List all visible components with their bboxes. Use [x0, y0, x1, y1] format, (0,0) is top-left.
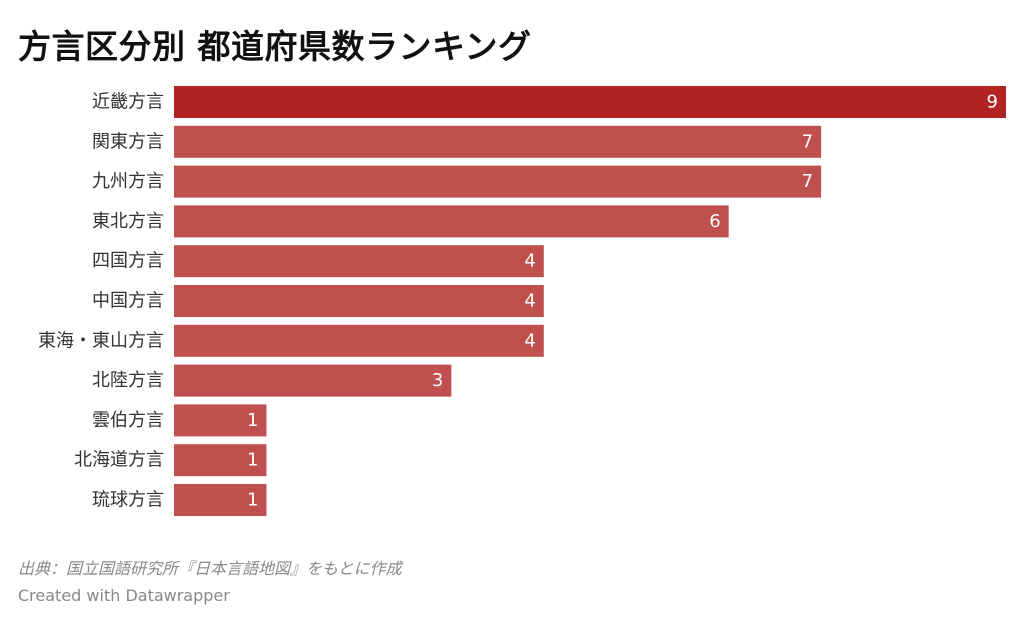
value-label-8: 3: [432, 370, 443, 391]
category-label-3: 九州方言: [92, 171, 164, 192]
value-label-2: 7: [802, 131, 813, 152]
bar-3: [174, 165, 822, 198]
source-note: 出典：国立国語研究所『日本言語地図』をもとに作成: [18, 559, 402, 578]
bar-1: [174, 86, 1006, 118]
value-label-1: 9: [987, 92, 998, 113]
datawrapper-credit[interactable]: Created with Datawrapper: [18, 586, 230, 605]
category-label-1: 近畿方言: [92, 92, 164, 113]
chart-title: 方言区分別 都道府県数ランキング: [18, 27, 532, 66]
bar-8: [174, 364, 452, 397]
value-label-7: 4: [524, 330, 535, 351]
category-label-8: 北陸方言: [92, 370, 164, 391]
bar-11: [174, 484, 267, 516]
bar-2: [174, 125, 822, 158]
bar-6: [174, 285, 544, 317]
value-label-5: 4: [524, 251, 535, 272]
value-label-10: 1: [247, 450, 258, 471]
bar-chart: 近畿方言 9 関東方言 7 九州方言 7 東北方言 6 四国方言 4 中国方言 4 東海・東山方言 4 北陸…: [38, 86, 1006, 516]
category-label-10: 北海道方言: [74, 450, 164, 471]
bar-7: [174, 324, 544, 357]
value-label-9: 1: [247, 410, 258, 431]
category-label-9: 雲伯方言: [92, 410, 164, 431]
value-label-3: 7: [802, 171, 813, 192]
value-label-4: 6: [709, 211, 720, 232]
bar-4: [174, 205, 729, 238]
bar-10: [174, 444, 267, 477]
value-label-6: 4: [524, 291, 535, 312]
category-label-5: 四国方言: [92, 251, 164, 272]
bar-5: [174, 245, 544, 278]
category-label-6: 中国方言: [92, 291, 164, 312]
category-label-4: 東北方言: [92, 211, 164, 232]
value-label-11: 1: [247, 490, 258, 511]
category-label-2: 関東方言: [92, 131, 164, 152]
category-label-11: 琉球方言: [92, 490, 164, 511]
category-label-7: 東海・東山方言: [38, 330, 164, 351]
bar-9: [174, 404, 267, 437]
